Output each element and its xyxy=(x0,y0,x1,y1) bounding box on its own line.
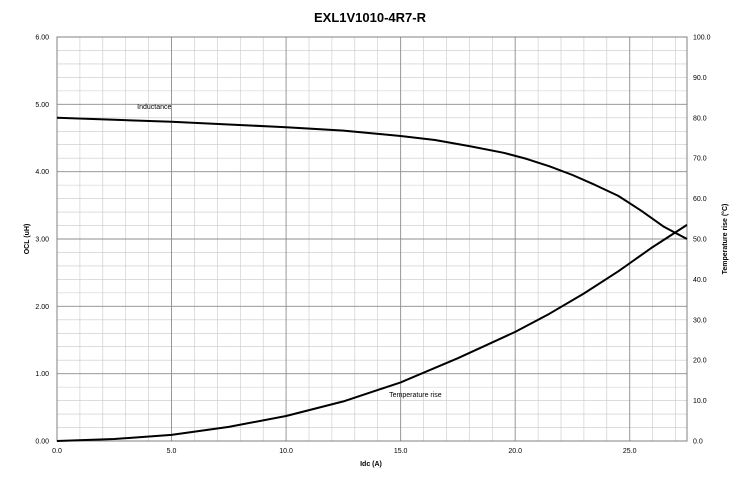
chart-title: EXL1V1010-4R7-R xyxy=(314,10,427,25)
y-tick-label: 0.00 xyxy=(35,439,49,446)
y-tick-label: 5.00 xyxy=(35,102,49,109)
y2-axis-label: Temperature rise (°C) xyxy=(721,204,729,275)
series-line-inductance xyxy=(56,116,688,240)
x-tick-label: 10.0 xyxy=(279,448,293,455)
y2-tick-label: 0.0 xyxy=(693,439,703,446)
series-layer xyxy=(56,116,688,442)
series-label-inductance: Inductance xyxy=(137,104,171,111)
y2-tick-label: 50.0 xyxy=(693,237,707,244)
label-layer: Inductance Temperature rise xyxy=(137,104,442,399)
y2-tick-label: 30.0 xyxy=(693,317,707,324)
x-tick-label: 15.0 xyxy=(394,448,408,455)
y2-tick-label: 60.0 xyxy=(693,196,707,203)
y2-tick-label: 80.0 xyxy=(693,115,707,122)
y-tick-label: 4.00 xyxy=(35,169,49,176)
y-tick-label: 3.00 xyxy=(35,237,49,244)
y2-tick-label: 40.0 xyxy=(693,277,707,284)
y2-tick-label: 20.0 xyxy=(693,358,707,365)
x-tick-label: 5.0 xyxy=(167,448,177,455)
grid-layer xyxy=(57,36,687,441)
y2-tick-label: 70.0 xyxy=(693,156,707,163)
series-line-temperature-rise xyxy=(56,224,688,442)
x-tick-label: 20.0 xyxy=(508,448,522,455)
x-tick-label: 0.0 xyxy=(52,448,62,455)
y2-tick-label: 100.0 xyxy=(693,35,711,42)
y-tick-label: 6.00 xyxy=(35,35,49,42)
series-label-temperature-rise: Temperature rise xyxy=(389,392,442,399)
y-tick-label: 1.00 xyxy=(35,371,49,378)
x-axis-label: Idc (A) xyxy=(360,461,382,468)
x-tick-label: 25.0 xyxy=(623,448,637,455)
y2-tick-label: 10.0 xyxy=(693,398,707,405)
y-axis-label: OCL (uH) xyxy=(24,224,31,255)
y-tick-label: 2.00 xyxy=(35,304,49,311)
y2-tick-label: 90.0 xyxy=(693,75,707,82)
